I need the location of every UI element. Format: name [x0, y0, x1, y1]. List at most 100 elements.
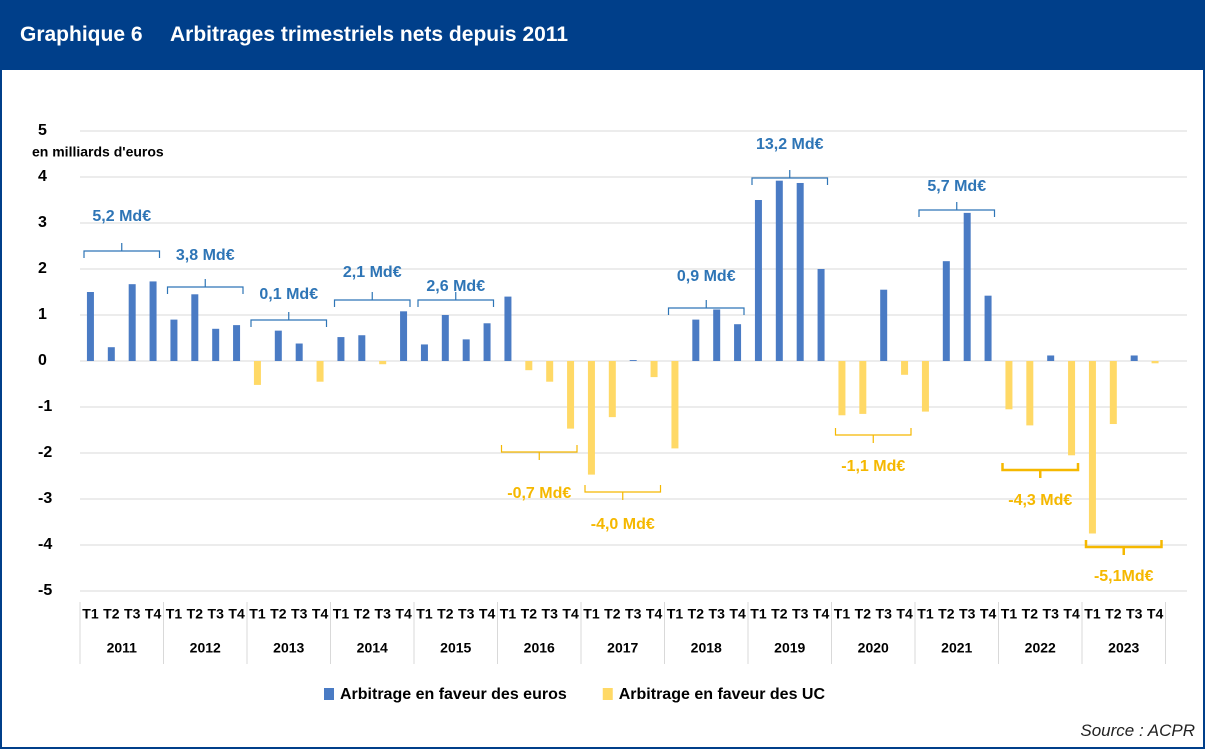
year-label: 2014 — [357, 640, 388, 656]
annotation: 0,1 Md€ — [259, 286, 318, 303]
bar — [400, 311, 408, 361]
bracket — [834, 428, 912, 443]
annotation: -0,7 Md€ — [507, 485, 571, 502]
legend-label: Arbitrage en faveur des euros — [340, 686, 567, 703]
year-label: 2019 — [774, 640, 805, 656]
bar — [1088, 361, 1096, 534]
x-tick-label: T1 — [82, 606, 99, 622]
bar — [525, 361, 533, 371]
bracket — [1084, 540, 1163, 555]
x-tick-label: T2 — [771, 606, 788, 622]
bar — [212, 328, 220, 361]
annotation: -5,1Md€ — [1094, 568, 1154, 585]
bar — [692, 319, 700, 361]
annotation: 5,7 Md€ — [927, 178, 986, 195]
figure-number: Graphique 6 — [20, 23, 143, 46]
bar — [587, 361, 595, 475]
legend-label: Arbitrage en faveur des UC — [619, 686, 826, 703]
bar — [337, 337, 345, 361]
bar — [420, 344, 428, 361]
x-tick-label: T3 — [375, 606, 392, 622]
x-tick-label: T1 — [834, 606, 851, 622]
x-tick-label: T4 — [312, 606, 329, 622]
x-tick-label: T3 — [876, 606, 893, 622]
bar — [1005, 361, 1013, 410]
bar — [233, 325, 241, 361]
x-tick-label: T2 — [688, 606, 705, 622]
bracket — [333, 292, 411, 307]
bar — [567, 361, 575, 429]
year-label: 2012 — [190, 640, 221, 656]
bar — [274, 330, 282, 361]
y-tick-label: 1 — [38, 306, 47, 323]
year-label: 2018 — [691, 640, 722, 656]
x-tick-label: T1 — [750, 606, 767, 622]
bar — [441, 315, 449, 361]
bracket — [584, 485, 662, 500]
bar — [838, 361, 846, 416]
bar — [1130, 355, 1138, 361]
x-tick-label: T2 — [604, 606, 621, 622]
bar — [1068, 361, 1076, 456]
x-tick-label: T4 — [145, 606, 162, 622]
x-tick-label: T1 — [333, 606, 350, 622]
bracket — [166, 279, 244, 294]
bar — [170, 319, 178, 361]
bar — [358, 335, 366, 361]
year-label: 2022 — [1025, 640, 1056, 656]
y-tick-label: 0 — [38, 352, 47, 369]
annotation: 0,9 Md€ — [677, 268, 736, 285]
bracket — [250, 312, 328, 327]
year-label: 2011 — [107, 640, 138, 656]
x-tick-label: T1 — [917, 606, 934, 622]
annotation: 3,8 Md€ — [176, 247, 235, 264]
bracket — [83, 243, 161, 258]
bar — [921, 361, 929, 412]
x-tick-label: T4 — [479, 606, 496, 622]
bar — [546, 361, 554, 382]
bracket — [500, 445, 578, 460]
x-tick-label: T3 — [1043, 606, 1060, 622]
year-label: 2023 — [1108, 640, 1139, 656]
x-tick-label: T1 — [249, 606, 266, 622]
bar — [504, 296, 512, 361]
x-tick-label: T1 — [500, 606, 517, 622]
bar — [1109, 361, 1117, 425]
x-tick-label: T2 — [855, 606, 872, 622]
annotation: 5,2 Md€ — [92, 208, 151, 225]
bar — [880, 289, 888, 361]
x-tick-label: T2 — [103, 606, 120, 622]
bar — [316, 361, 324, 382]
bar — [671, 361, 679, 449]
bar — [1151, 361, 1159, 364]
x-tick-label: T1 — [1001, 606, 1018, 622]
bar — [963, 212, 971, 361]
x-tick-label: T3 — [1126, 606, 1143, 622]
bar — [608, 361, 616, 418]
x-tick-label: T2 — [437, 606, 454, 622]
bracket — [417, 292, 495, 307]
x-tick-label: T1 — [166, 606, 183, 622]
y-tick-label: -5 — [38, 582, 52, 599]
x-tick-label: T3 — [542, 606, 559, 622]
source: Source : ACPR — [1080, 721, 1195, 740]
bar — [379, 361, 387, 365]
figure-title: Arbitrages trimestriels nets depuis 2011 — [170, 23, 569, 46]
year-label: 2015 — [440, 640, 471, 656]
bracket — [751, 170, 829, 185]
bar — [796, 182, 804, 361]
bar — [629, 360, 637, 361]
x-tick-label: T4 — [729, 606, 746, 622]
y-axis-label: en milliards d'euros — [32, 144, 164, 160]
x-tick-label: T2 — [938, 606, 955, 622]
x-tick-label: T3 — [208, 606, 225, 622]
x-tick-label: T1 — [1084, 606, 1101, 622]
bracket — [1001, 463, 1080, 478]
bar — [253, 361, 261, 385]
bracket — [667, 300, 745, 315]
annotation: 2,6 Md€ — [426, 278, 485, 295]
x-tick-label: T2 — [354, 606, 371, 622]
annotation: -4,0 Md€ — [591, 516, 655, 533]
bar — [650, 361, 658, 378]
